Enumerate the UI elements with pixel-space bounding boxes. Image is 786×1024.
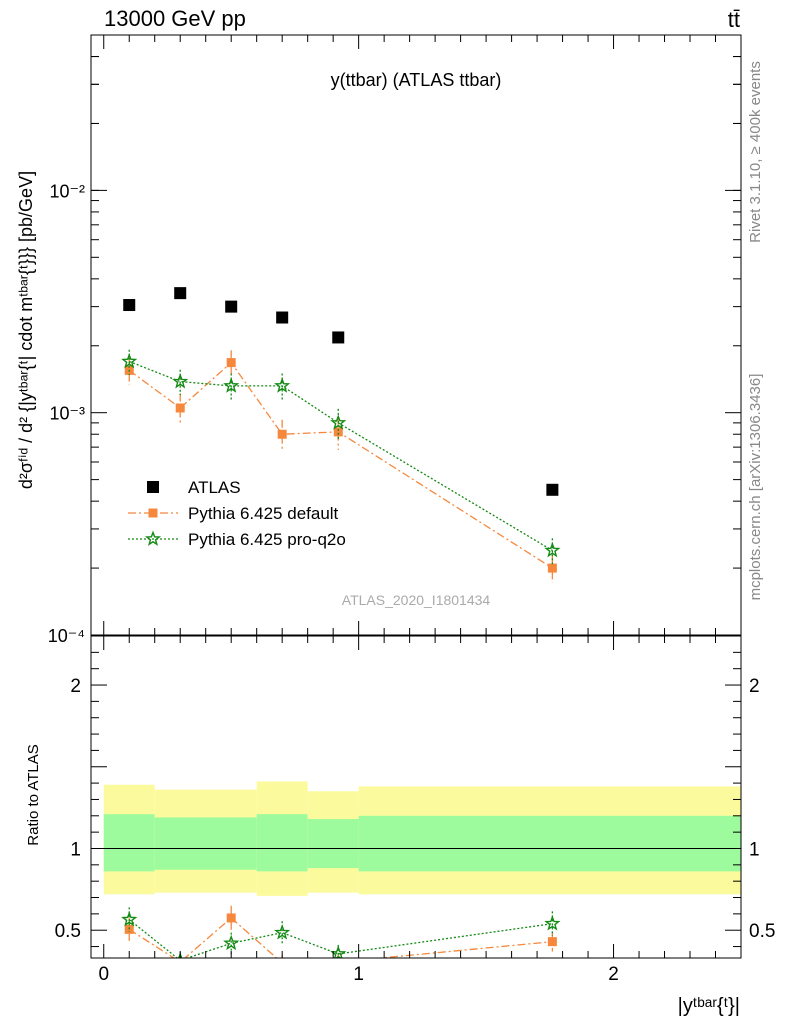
ratio-pythia-proq2o-point <box>544 915 561 931</box>
pythia-proq2o-point <box>274 377 291 393</box>
pythia-default-point <box>547 563 557 573</box>
pythia-default-point <box>277 429 287 439</box>
pythia-proq2o-line <box>128 360 553 552</box>
main-panel: 10⁻⁴ 10⁻³ 10⁻² y(ttbar) (ATLAS ttbar) ATLA… <box>16 34 742 646</box>
y-tick-label: 10⁻² <box>49 181 85 201</box>
x-tick-label: 0 <box>98 964 109 985</box>
pythia-proq2o-point <box>223 377 240 393</box>
ratio-y-tick-label-right: 0.5 <box>749 921 775 942</box>
uncertainty-band-inner <box>307 819 359 869</box>
ratio-pythia-default-point <box>333 957 343 958</box>
ratio-y-tick-label-right: 1 <box>749 839 760 860</box>
ratio-pythia-proq2o-point <box>223 934 240 951</box>
ratio-pythia-proq2o-point <box>274 924 291 940</box>
y-tick-label: 10⁻³ <box>49 404 85 424</box>
header-left: 13000 GeV pp <box>104 6 246 31</box>
legend: ATLAS Pythia 6.425 default Pythia 6.425 pr… <box>128 478 346 549</box>
ratio-y-axis-label: Ratio to ATLAS <box>25 744 42 845</box>
pythia-proq2o-point <box>121 352 138 369</box>
ratio-pythia-default-point <box>547 937 557 947</box>
header-right: tt̄ <box>728 7 740 32</box>
x-axis-label: |yᵗᵇᵃʳ{ᵗ}| <box>678 995 740 1017</box>
uncertainty-band-inner <box>358 815 741 872</box>
legend-label: Pythia 6.425 pro-q2o <box>188 530 346 549</box>
atlas-point <box>332 331 345 344</box>
ratio-pythia-default-point <box>226 913 236 923</box>
ratio-frame <box>90 635 742 959</box>
pythia-default-point <box>226 358 236 368</box>
atlas-point <box>546 483 559 496</box>
ratio-panel: 0.5 0.5 1 1 2 2 0 1 2 Ratio to ATLAS |yᵗᵇᵃʳ{ᵗ}| <box>25 635 775 1017</box>
pythia-proq2o-point <box>544 541 561 558</box>
atlas-point <box>123 299 136 312</box>
legend-marker <box>148 508 158 518</box>
rivet-version-label: Rivet 3.1.10, ≥ 400k events <box>747 61 764 243</box>
pythia-proq2o-point <box>330 414 347 430</box>
main-y-axis-label: d²σᶠⁱᵈ / d² {|yᵗᵇᵃʳ{ᵗ| cdot mᵗᵇᵃʳ{ᵗ}}} [… <box>16 171 36 489</box>
atlas-point <box>276 311 289 324</box>
ratio-pythia-proq2o-point <box>121 911 138 927</box>
ratio-pythia-default-line <box>128 917 553 958</box>
ratio-y-tick-label: 2 <box>70 676 81 697</box>
ratio-y-tick-label-right: 2 <box>749 676 760 697</box>
pythia-default-point <box>175 403 185 413</box>
legend-label: ATLAS <box>188 478 241 497</box>
ratio-pythia-default-point <box>124 924 134 934</box>
uncertainty-band-inner <box>154 817 257 870</box>
ratio-y-tick-label: 0.5 <box>55 921 81 942</box>
ratio-pythia-default-point <box>175 957 185 958</box>
x-tick-label: 2 <box>608 964 619 985</box>
legend-label: Pythia 6.425 default <box>188 504 339 523</box>
ratio-y-tick-label: 1 <box>70 839 81 860</box>
atlas-point <box>225 300 238 313</box>
main-frame <box>90 34 742 636</box>
analysis-watermark: ATLAS_2020_I1801434 <box>342 592 491 608</box>
pythia-default-line <box>128 361 553 569</box>
legend-atlas-marker <box>147 481 159 493</box>
uncertainty-band-inner <box>256 814 308 872</box>
ratio-pythia-default-point <box>278 958 287 967</box>
y-tick-label: 10⁻⁴ <box>48 626 85 646</box>
uncertainty-band-inner <box>103 814 155 872</box>
pythia-proq2o-point <box>172 373 189 389</box>
legend-marker <box>144 530 162 546</box>
mcplots-label: mcplots.cern.ch [arXiv:1306.3436] <box>747 374 764 601</box>
pythia-default-point <box>333 427 343 437</box>
plot-title: y(ttbar) (ATLAS ttbar) <box>331 70 502 90</box>
ratio-pythia-proq2o-line <box>128 919 553 958</box>
atlas-point <box>174 287 187 300</box>
x-tick-label: 1 <box>353 964 364 985</box>
